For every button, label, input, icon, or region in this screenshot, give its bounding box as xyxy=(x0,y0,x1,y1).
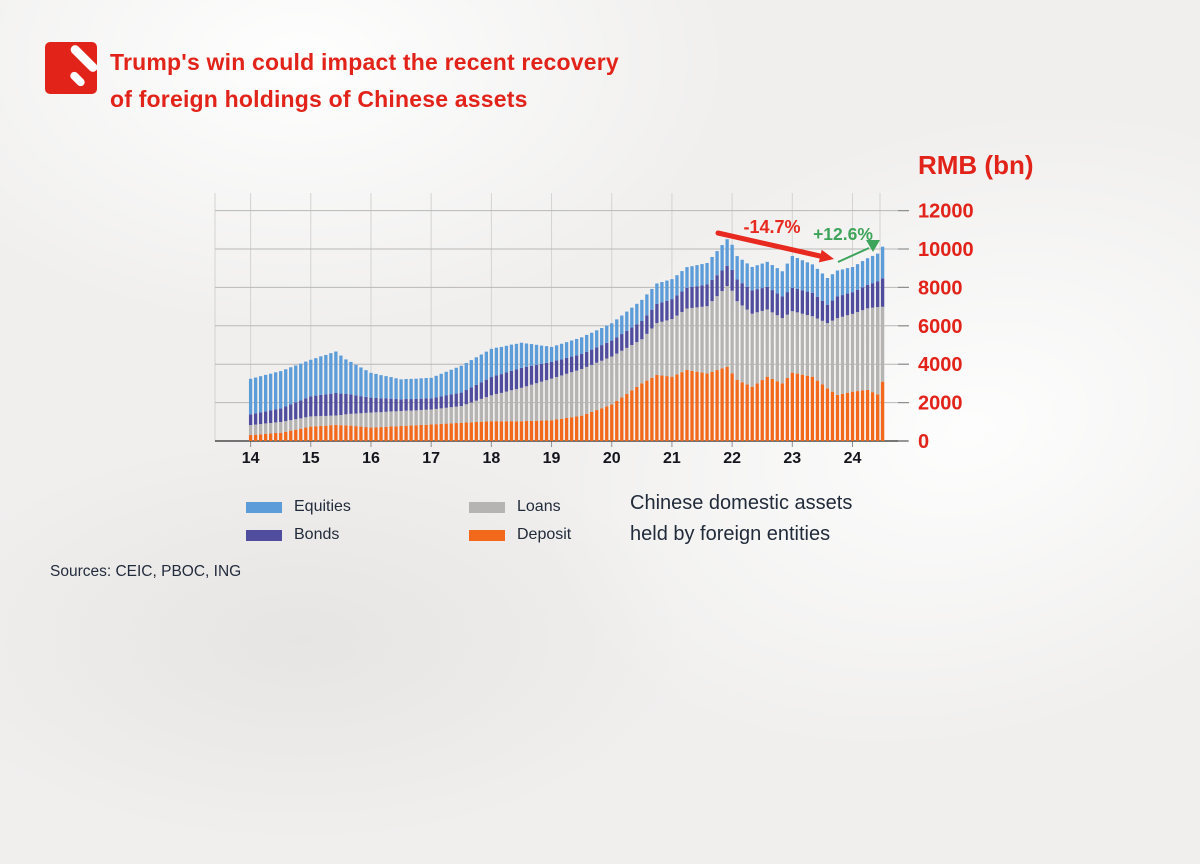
chart-canvas: 14 15 16 17 18 19 20 21 22 23 24 0 2000 4000 6000 8000 1… xyxy=(214,193,974,467)
legend-label-loans: Loans xyxy=(517,498,561,515)
y-axis-unit-label: RMB (bn) xyxy=(918,150,1034,180)
stacked-bar-chart: 14 15 16 17 18 19 20 21 22 23 24 0 2000 4000 6000 8000 1… xyxy=(200,145,1070,490)
legend-label-equities: Equities xyxy=(294,498,351,515)
background-wave xyxy=(0,430,700,850)
svg-text:22: 22 xyxy=(723,450,741,467)
svg-text:-14.7%: -14.7% xyxy=(743,217,800,237)
svg-text:8000: 8000 xyxy=(918,277,963,299)
svg-text:15: 15 xyxy=(302,450,320,467)
legend-item-bonds: Bonds xyxy=(246,526,339,544)
svg-text:23: 23 xyxy=(783,450,801,467)
legend-item-loans: Loans xyxy=(469,498,561,516)
chart-subtitle-line-2: held by foreign entities xyxy=(630,523,831,545)
svg-text:10000: 10000 xyxy=(918,239,974,261)
svg-text:24: 24 xyxy=(844,450,862,467)
equities-swatch-icon xyxy=(246,501,282,513)
legend-item-equities: Equities xyxy=(246,498,351,516)
svg-text:12000: 12000 xyxy=(918,201,974,223)
svg-text:19: 19 xyxy=(543,450,561,467)
title-line-2: of foreign holdings of Chinese assets xyxy=(110,86,528,112)
brand-logo xyxy=(45,42,97,94)
svg-text:14: 14 xyxy=(242,450,260,467)
title-line-1: Trump's win could impact the recent reco… xyxy=(110,49,619,75)
legend-label-bonds: Bonds xyxy=(294,526,340,543)
logo-slash-icon xyxy=(68,43,97,74)
svg-text:18: 18 xyxy=(482,450,500,467)
chart-subtitle-line-1: Chinese domestic assets xyxy=(630,492,853,514)
deposit-swatch-icon xyxy=(469,529,505,541)
legend-label-deposit: Deposit xyxy=(517,526,572,543)
svg-text:0: 0 xyxy=(918,431,929,453)
loans-swatch-icon xyxy=(469,501,505,513)
svg-text:+12.6%: +12.6% xyxy=(813,224,873,244)
page-title: Trump's win could impact the recent reco… xyxy=(110,44,619,118)
source-note: Sources: CEIC, PBOC, ING xyxy=(50,563,242,580)
svg-text:16: 16 xyxy=(362,450,380,467)
svg-text:17: 17 xyxy=(422,450,440,467)
svg-text:6000: 6000 xyxy=(918,316,963,338)
svg-text:2000: 2000 xyxy=(918,393,963,415)
legend-item-deposit: Deposit xyxy=(469,526,571,544)
svg-text:21: 21 xyxy=(663,450,681,467)
bonds-swatch-icon xyxy=(246,529,282,541)
logo-slash-icon xyxy=(68,70,87,88)
chart-subtitle: Chinese domestic assets held by foreign … xyxy=(630,488,852,550)
svg-text:4000: 4000 xyxy=(918,354,963,376)
svg-text:20: 20 xyxy=(603,450,621,467)
